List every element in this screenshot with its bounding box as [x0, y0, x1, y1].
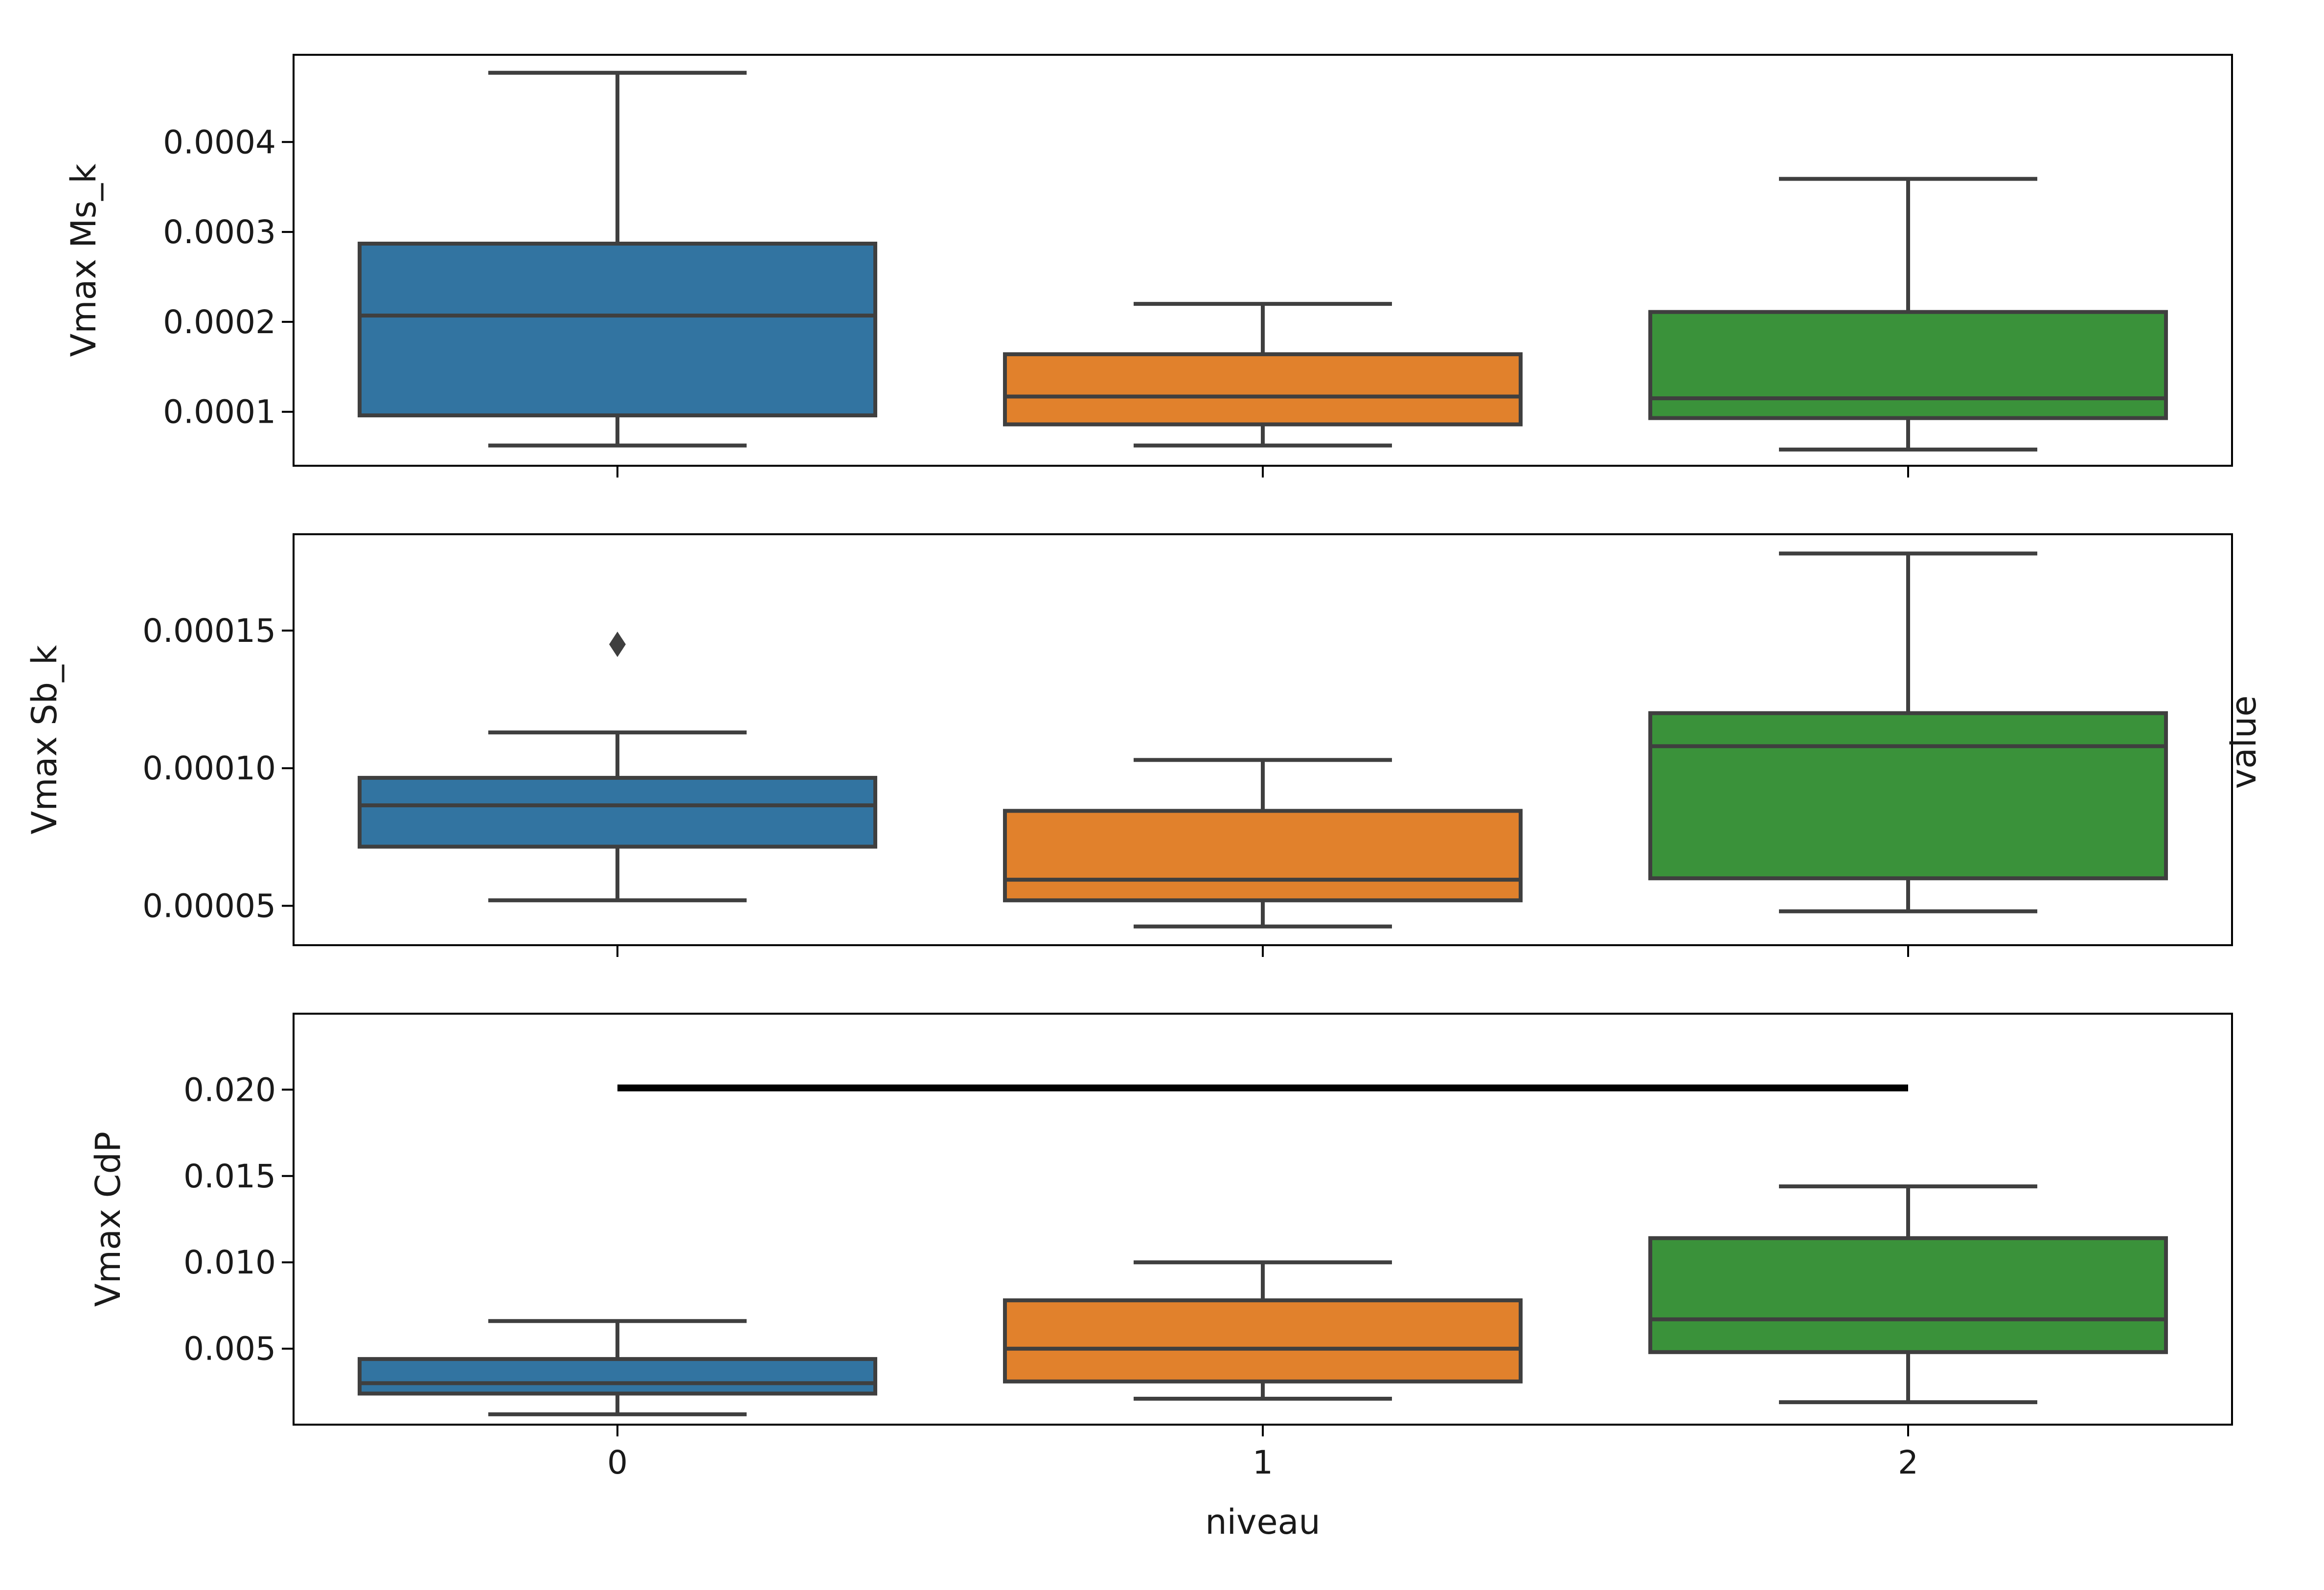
- y-tick-label: 0.015: [183, 1158, 276, 1195]
- plot-frame: [293, 533, 2233, 946]
- y-axis-label: Vmax CdP: [88, 1132, 128, 1307]
- x-tick-label: 0: [607, 1444, 628, 1481]
- box-body: [1003, 352, 1523, 427]
- subplots: 0.0001 0.0002 0.0003 0.0004 Vmax Ms_k 0.00005…: [24, 54, 2233, 1481]
- y-tick-label: 0.0002: [163, 303, 276, 341]
- box-2: [1648, 1184, 2168, 1405]
- box-1: [1003, 758, 1523, 929]
- box-body: [1003, 809, 1523, 903]
- x-tick-label: 2: [1898, 1444, 1918, 1481]
- box-body: [358, 241, 877, 418]
- box-2: [1648, 551, 2168, 913]
- box-0: [358, 632, 877, 903]
- box-1: [1003, 302, 1523, 448]
- box-body: [1648, 711, 2168, 881]
- box-body: [1648, 310, 2168, 420]
- box-0: [358, 70, 877, 448]
- plot-frame: [293, 54, 2233, 467]
- y-tick-label: 0.00010: [142, 750, 276, 787]
- box-2: [1648, 177, 2168, 452]
- y-tick-label: 0.00005: [142, 887, 276, 925]
- y-axis-label: Vmax Sb_k: [24, 645, 65, 835]
- outlier-point: [609, 632, 626, 658]
- side-label: value: [2224, 695, 2264, 789]
- y-tick-label: 0.0004: [163, 123, 276, 161]
- y-tick-label: 0.00015: [142, 612, 276, 650]
- x-axis-label: niveau: [1205, 1502, 1321, 1542]
- plot-frame: [293, 1013, 2233, 1426]
- box-body: [1648, 1236, 2168, 1354]
- subplot-2: 0.00005 0.00010 0.00015 Vmax Sb_k: [24, 533, 2233, 957]
- y-tick-label: 0.005: [183, 1330, 276, 1368]
- box-0: [358, 1319, 877, 1416]
- y-tick-label: 0.020: [183, 1071, 276, 1109]
- box-body: [358, 775, 877, 849]
- box-body: [358, 1357, 877, 1396]
- y-axis-label: Vmax Ms_k: [64, 163, 104, 357]
- box-1: [1003, 1260, 1523, 1401]
- subplot-3: 0.005 0.010 0.015 0.020 Vmax CdP 0 1 2: [88, 1013, 2233, 1481]
- y-tick-label: 0.0003: [163, 213, 276, 251]
- y-tick-label: 0.0001: [163, 393, 276, 431]
- box-body: [1003, 1298, 1523, 1384]
- subplot-1: 0.0001 0.0002 0.0003 0.0004 Vmax Ms_k: [64, 54, 2233, 477]
- x-tick-label: 1: [1253, 1444, 1273, 1481]
- y-tick-label: 0.010: [183, 1244, 276, 1281]
